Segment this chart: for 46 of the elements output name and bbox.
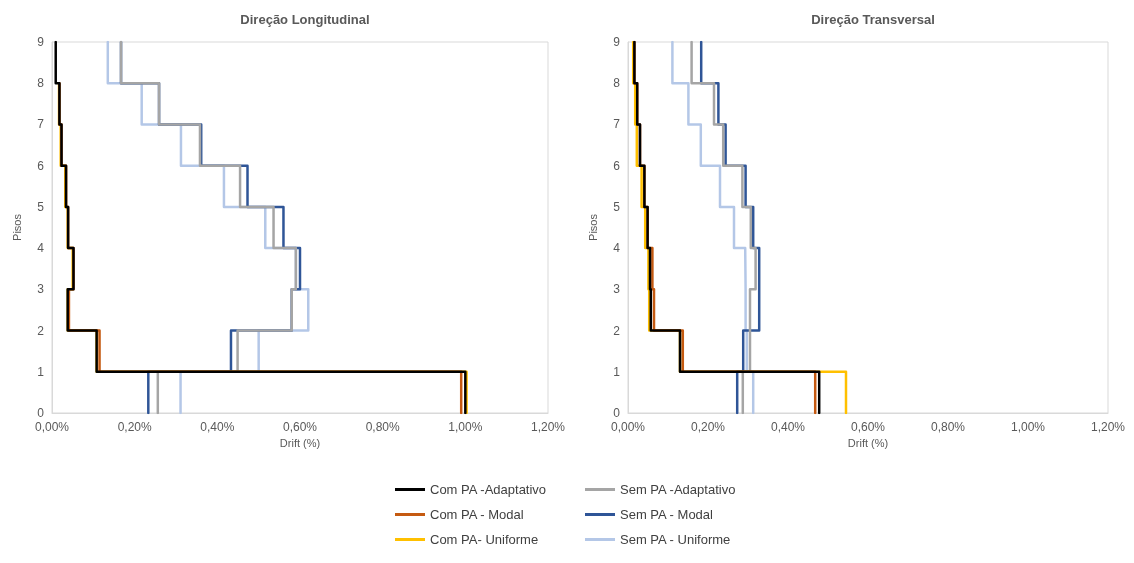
y-tick-label: 0 [613,406,621,420]
y-tick-label: 4 [37,241,45,256]
x-tick-label: 0,20% [117,420,153,434]
chart-title: Direção Transversal [811,12,935,27]
x-tick-label: 1,20% [1090,420,1126,434]
y-tick-label: 0 [37,406,45,420]
legend-label: Sem PA -Adaptativo [620,482,736,497]
y-tick-label: 5 [613,199,621,214]
x-tick-label: 1,00% [448,420,483,434]
x-tick-label: 0,60% [850,420,886,434]
y-tick-label: 8 [37,76,45,91]
x-tick-label: 0,60% [282,420,318,434]
chart-title: Direção Longitudinal [240,12,370,27]
x-axis-title: Drift (%) [279,437,321,450]
y-tick-label: 8 [613,76,621,91]
x-tick-label: 0,00% [610,420,646,434]
x-tick-label: 0,00% [34,420,70,434]
legend-label: Sem PA - Uniforme [620,532,731,547]
y-axis-title: Pisos [586,213,599,241]
y-tick-label: 1 [37,364,45,379]
y-tick-label: 2 [613,323,621,338]
legend-label: Sem PA - Modal [620,507,714,522]
x-tick-label: 0,40% [770,420,806,434]
y-tick-label: 7 [613,117,621,132]
y-axis-title: Pisos [10,213,23,241]
x-tick-label: 0,20% [690,420,726,434]
x-tick-label: 0,80% [930,420,966,434]
y-tick-label: 4 [613,241,621,256]
y-tick-label: 7 [37,117,45,132]
y-tick-label: 3 [613,282,621,297]
legend-label: Com PA -Adaptativo [430,482,547,497]
x-tick-label: 0,80% [365,420,401,434]
x-tick-label: 1,00% [1010,420,1046,434]
legend-label: Com PA - Modal [430,507,524,522]
y-tick-label: 5 [37,199,45,214]
y-tick-label: 9 [613,35,621,49]
y-tick-label: 9 [37,35,45,49]
y-tick-label: 2 [37,323,45,338]
y-tick-label: 1 [613,364,621,379]
y-tick-label: 6 [613,158,621,173]
y-tick-label: 6 [37,158,45,173]
x-tick-label: 1,20% [530,420,566,434]
legend-label: Com PA- Uniforme [430,532,539,547]
y-tick-label: 3 [37,282,45,297]
x-axis-title: Drift (%) [847,437,889,450]
x-tick-label: 0,40% [200,420,235,434]
